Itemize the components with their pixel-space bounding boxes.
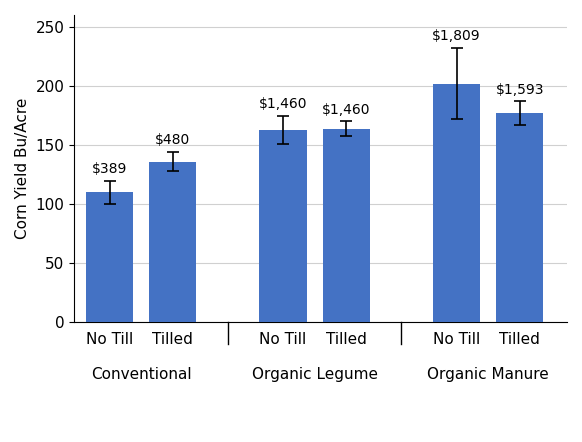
Bar xyxy=(260,130,307,323)
Text: Organic Legume: Organic Legume xyxy=(251,367,378,382)
Bar xyxy=(149,162,196,323)
Text: $1,593: $1,593 xyxy=(495,83,544,97)
Text: Organic Manure: Organic Manure xyxy=(427,367,549,382)
Text: Conventional: Conventional xyxy=(91,367,191,382)
Bar xyxy=(322,129,370,323)
Bar xyxy=(496,113,544,323)
Text: $480: $480 xyxy=(155,133,190,148)
Text: $1,460: $1,460 xyxy=(322,103,371,117)
Bar xyxy=(433,84,480,323)
Bar xyxy=(86,192,133,323)
Text: $389: $389 xyxy=(92,162,127,176)
Y-axis label: Corn Yield Bu/Acre: Corn Yield Bu/Acre xyxy=(15,98,30,240)
Text: $1,809: $1,809 xyxy=(432,29,481,43)
Text: $1,460: $1,460 xyxy=(259,97,307,111)
